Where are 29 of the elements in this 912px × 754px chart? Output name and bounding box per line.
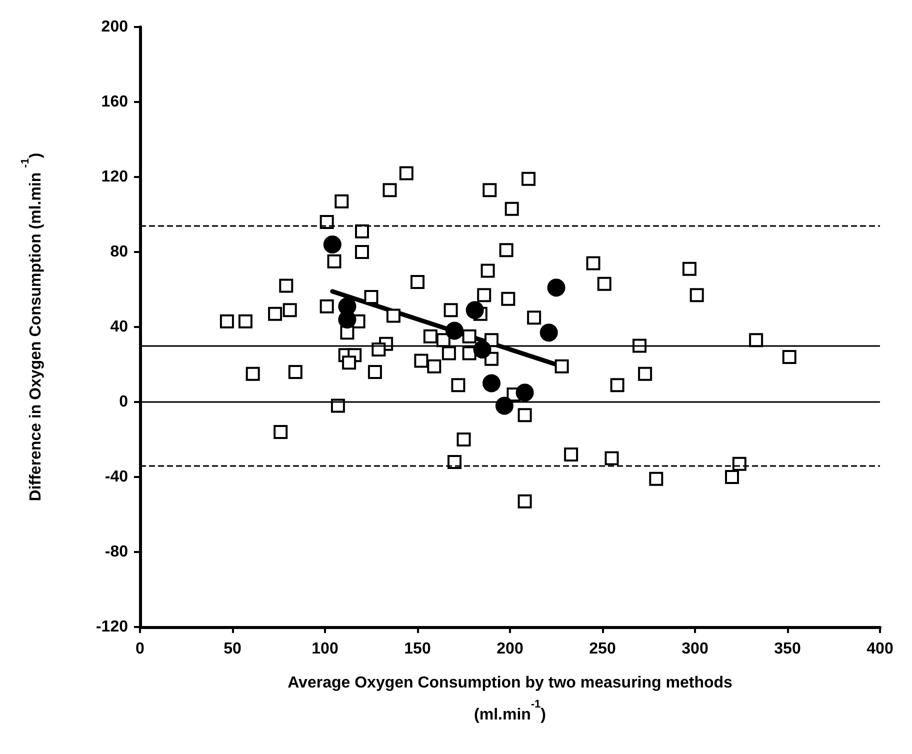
y-tick-label: 200 (101, 18, 128, 36)
x-tick-label: 100 (312, 640, 338, 658)
x-tick-label: 400 (866, 640, 894, 658)
y-tick-label: -40 (104, 468, 128, 486)
y-tick-label: 40 (110, 318, 128, 336)
point (323, 236, 342, 254)
point (482, 374, 500, 392)
y-tick-label: -80 (104, 544, 128, 560)
point (466, 301, 484, 320)
y-tick-label: 0 (119, 394, 128, 410)
x-tick-label: 250 (589, 640, 616, 658)
point (473, 340, 492, 358)
x-tick-label: 50 (224, 640, 242, 658)
y-tick-label: 80 (110, 244, 128, 260)
point (516, 384, 534, 402)
y-tick-label: 160 (101, 94, 128, 110)
point (338, 310, 356, 328)
y-tick-label: 120 (101, 168, 128, 186)
y-tick-label: -120 (96, 618, 128, 636)
point (540, 324, 558, 342)
x-tick-label: 300 (682, 640, 708, 658)
x-tick-label: 350 (774, 640, 801, 658)
y-axis-title: Difference in Oxygen Consumption (ml.min -1) (20, 152, 44, 502)
x-tick-label: 150 (404, 640, 431, 658)
point (547, 278, 566, 297)
point (495, 396, 514, 415)
x-tick-label: 200 (496, 640, 524, 658)
x-tick-label: 0 (136, 640, 145, 658)
point (446, 322, 464, 340)
